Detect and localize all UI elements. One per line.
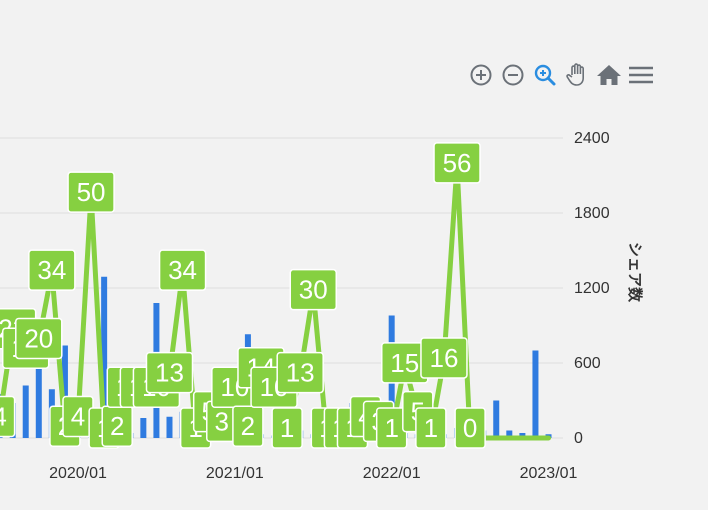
data-label: 1: [375, 407, 408, 449]
bar: [166, 416, 173, 438]
bar: [22, 385, 29, 438]
data-labels: 4221820342450121010101334153102141011330…: [0, 142, 486, 449]
bar: [61, 345, 68, 438]
y-tick-label: 1200: [574, 280, 610, 297]
chart-toolbar: [468, 62, 654, 88]
data-label-text: 2: [110, 411, 124, 441]
bar: [532, 350, 539, 438]
bar: [140, 418, 147, 438]
data-label: 50: [67, 171, 115, 213]
menu-icon[interactable]: [628, 62, 654, 88]
data-label: 16: [420, 337, 468, 379]
data-label: 34: [28, 249, 76, 291]
data-label-text: 1: [424, 413, 438, 443]
data-label: 56: [433, 142, 481, 184]
data-label: 0: [454, 407, 486, 449]
data-label-text: 1: [280, 413, 294, 443]
x-tick-label: 2020/01: [49, 465, 107, 482]
line-point: [493, 435, 499, 441]
y-tick-label: 600: [574, 355, 601, 372]
data-label: 2: [232, 405, 264, 447]
bar: [101, 276, 108, 438]
data-label: 4: [0, 395, 16, 438]
data-label: 34: [158, 249, 207, 291]
line-point: [532, 435, 538, 441]
data-label-text: 56: [443, 148, 472, 178]
y-axis-label: シェア数: [626, 242, 644, 303]
y-tick-label: 0: [574, 430, 583, 447]
pan-hand-icon[interactable]: [564, 62, 590, 88]
data-label: 13: [145, 351, 194, 394]
data-label-text: 34: [168, 255, 197, 285]
zoom-out-icon[interactable]: [500, 62, 526, 88]
data-label: 13: [276, 351, 324, 394]
data-label-text: 34: [37, 255, 66, 285]
data-label-text: 3: [215, 406, 229, 436]
bar: [493, 400, 500, 438]
data-label-text: 1: [384, 413, 398, 443]
line-point: [506, 435, 512, 441]
data-label: 1: [271, 407, 303, 449]
bar: [35, 368, 42, 438]
y-tick-label: 2400: [574, 130, 610, 147]
data-label-text: 50: [77, 177, 106, 207]
line-point: [519, 435, 525, 441]
data-label-text: 4: [0, 401, 7, 431]
data-label-text: 20: [24, 323, 53, 353]
bar: [506, 430, 513, 438]
data-label-text: 0: [463, 413, 477, 443]
data-label: 2: [101, 405, 133, 447]
x-axis: 2020/01 2021/01 2022/01 2023/01: [49, 465, 577, 482]
zoom-in-icon[interactable]: [468, 62, 494, 88]
data-label-text: 13: [155, 358, 184, 388]
y-tick-label: 1800: [574, 205, 610, 222]
line-point: [546, 435, 552, 441]
data-label: 15: [381, 342, 429, 384]
x-tick-label: 2023/01: [520, 465, 578, 482]
data-label: 20: [15, 317, 63, 360]
data-label: 1: [415, 407, 447, 449]
data-label-text: 13: [286, 358, 315, 388]
data-label-text: 30: [299, 275, 328, 305]
data-label-text: 15: [390, 348, 419, 378]
x-tick-label: 2022/01: [363, 465, 421, 482]
data-label: 3: [206, 400, 238, 443]
data-label-text: 2: [241, 411, 255, 441]
zoom-selection-icon[interactable]: [532, 62, 558, 88]
data-label-text: 4: [71, 401, 85, 431]
home-icon[interactable]: [596, 62, 622, 88]
y-axis: 0 600 1200 1800 2400: [574, 130, 610, 447]
x-tick-label: 2021/01: [206, 465, 264, 482]
data-label: 30: [289, 268, 338, 311]
data-label-text: 16: [429, 343, 458, 373]
